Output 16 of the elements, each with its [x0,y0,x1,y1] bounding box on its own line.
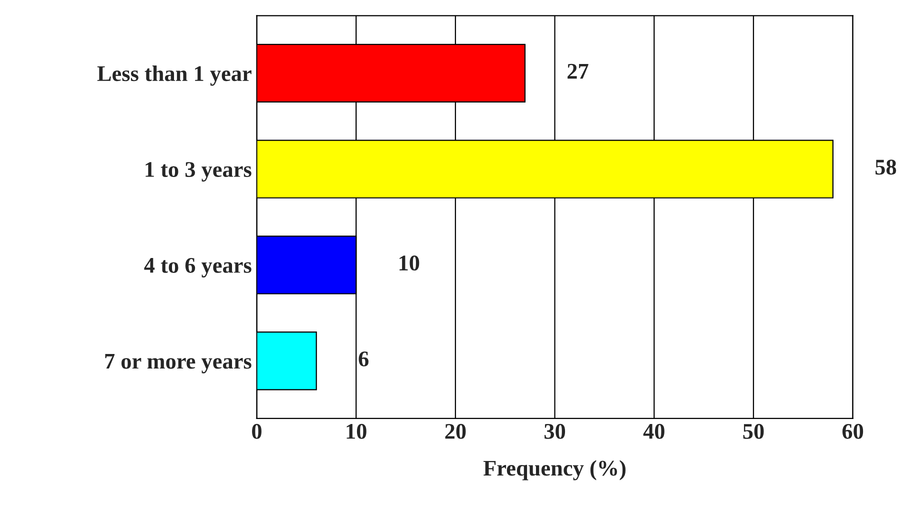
data-label: 58 [875,160,896,175]
x-tick-label: 50 [743,424,764,439]
x-tick-label: 30 [544,424,566,439]
y-tick-label: 1 to 3 years [146,162,252,182]
x-tick-label: 10 [346,424,366,439]
y-tick-label: 4 to 6 years [144,258,252,278]
x-tick-label: 40 [643,424,664,439]
x-tick-label: 0 [252,424,262,439]
data-label: 27 [568,64,588,79]
x-axis-title: Frequency (%) [483,460,626,480]
y-tick-label: Less than 1 year [97,66,252,86]
data-label: 6 [358,352,368,366]
data-label: 10 [400,256,420,271]
x-tick-label: 20 [445,424,466,439]
x-tick-label: 60 [842,424,864,439]
y-tick-label: 7 or more years [105,354,252,374]
